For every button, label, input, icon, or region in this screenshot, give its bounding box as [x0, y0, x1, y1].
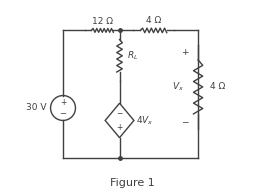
Text: $4V_x$: $4V_x$	[136, 114, 154, 127]
Text: 12 Ω: 12 Ω	[92, 17, 113, 25]
Text: $V_x$: $V_x$	[172, 81, 184, 93]
Text: 30 V: 30 V	[26, 103, 47, 113]
Text: +: +	[181, 48, 188, 57]
Text: +: +	[116, 123, 123, 131]
Text: $R_L$: $R_L$	[127, 50, 138, 62]
Text: Figure 1: Figure 1	[110, 179, 154, 189]
Text: 4 Ω: 4 Ω	[210, 82, 225, 91]
Text: 4 Ω: 4 Ω	[146, 16, 161, 25]
Text: −: −	[59, 109, 67, 118]
Text: +: +	[60, 98, 66, 107]
Text: −: −	[181, 117, 188, 126]
Text: −: −	[116, 109, 123, 118]
